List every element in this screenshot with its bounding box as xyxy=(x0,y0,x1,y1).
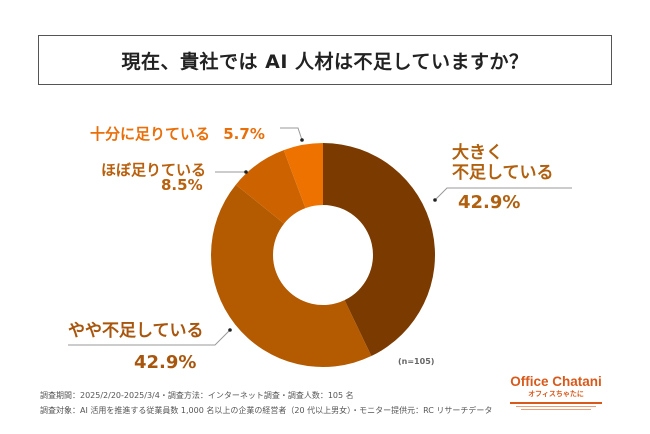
label-enough-text: 十分に足りている xyxy=(90,125,211,143)
leader-dot-1 xyxy=(433,198,437,202)
chart-title: 現在、貴社では AI 人材は不足していますか？ xyxy=(121,50,529,73)
logo-line xyxy=(516,406,596,407)
leader-line-4 xyxy=(280,127,303,141)
label-enough-value: 5.7% xyxy=(223,125,265,143)
leader-line-2 xyxy=(68,329,231,346)
leader-dot-4 xyxy=(300,138,304,142)
label-large-line2: 不足している xyxy=(452,163,554,183)
donut-slice-3 xyxy=(235,150,306,224)
leader-dot-2 xyxy=(228,328,232,332)
donut-slice-2 xyxy=(210,184,372,368)
label-enough: 十分に足りている 5.7% xyxy=(90,123,265,144)
logo-line xyxy=(510,402,602,404)
donut-slice-1 xyxy=(323,143,436,357)
footer-line2: 調査対象：AI 活用を推進する従業員数 1,000 名以上の企業の経営者（20 … xyxy=(40,406,493,415)
n-label: (n=105) xyxy=(398,357,435,366)
label-large-value: 42.9% xyxy=(458,192,521,213)
donut-slice-4 xyxy=(283,143,323,209)
label-large-line1: 大きく xyxy=(452,143,503,163)
logo-line xyxy=(521,409,591,410)
logo-sub: オフィスちゃたに xyxy=(528,390,584,398)
leader-line-1 xyxy=(434,187,572,201)
title-box: 現在、貴社では AI 人材は不足していますか？ xyxy=(38,35,612,85)
label-somewhat-value: 42.9% xyxy=(134,352,197,373)
label-somewhat: やや不足している xyxy=(68,321,204,341)
logo: Office Chatani オフィスちゃたに xyxy=(508,374,604,410)
label-mostly-value: 8.5% xyxy=(161,176,203,194)
footer-line1: 調査期間：2025/2/20-2025/3/4・調査方法：インターネット調査・調… xyxy=(40,391,354,400)
logo-name: Office Chatani xyxy=(510,374,602,389)
leader-dot-3 xyxy=(244,170,248,174)
label-mostly: ほぼ足りている xyxy=(101,161,207,179)
